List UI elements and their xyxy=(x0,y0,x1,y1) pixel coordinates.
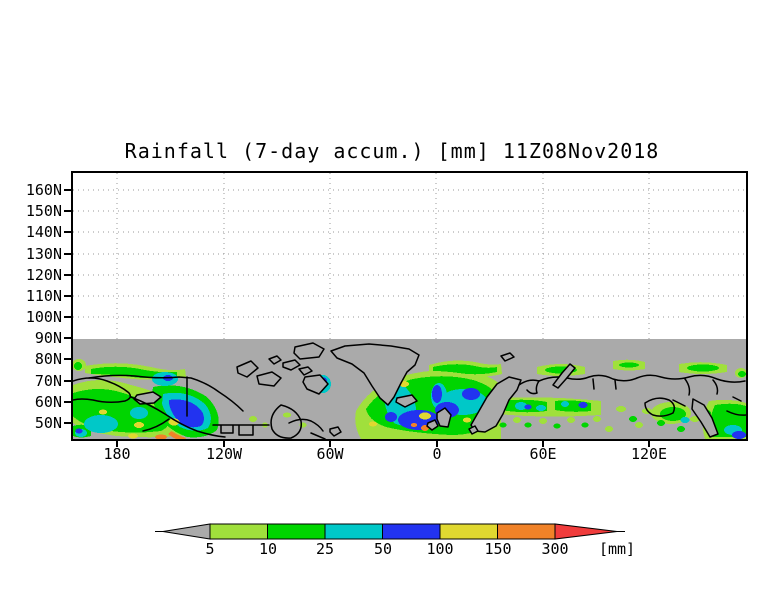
x-tick-60e xyxy=(542,441,544,447)
coast-alaska-south xyxy=(130,396,226,438)
x-tick-180 xyxy=(116,441,118,447)
y-tick-50n xyxy=(64,422,72,424)
colorbar-label-150: 150 xyxy=(484,540,512,558)
island-ireland xyxy=(426,419,439,431)
coast-ob-inlet xyxy=(592,378,595,390)
island-victoria xyxy=(256,371,282,387)
coast-greenland xyxy=(330,343,420,406)
x-label-180: 180 xyxy=(103,445,131,463)
rainfall-map xyxy=(73,173,746,439)
rainfall-patches-150-300mm xyxy=(155,423,429,439)
coast-east-siberia-2 xyxy=(712,379,719,395)
y-label-140n: 140N xyxy=(25,223,62,241)
border-us-canada xyxy=(212,424,270,436)
x-label-60w: 60W xyxy=(316,445,344,463)
colorbar-label-10: 10 xyxy=(258,540,278,558)
island-baffin xyxy=(302,374,329,395)
x-tick-120w xyxy=(223,441,225,447)
colorbar-label-25: 25 xyxy=(315,540,335,558)
coast-alaska-peninsula xyxy=(142,418,170,432)
coast-scandinavia xyxy=(470,376,522,433)
y-label-130n: 130N xyxy=(25,245,62,263)
island-newfoundland xyxy=(329,426,342,437)
island-small-arctic-1 xyxy=(268,355,282,365)
colorbar-seg-10-25 xyxy=(267,523,326,540)
colorbar-seg-25-50 xyxy=(324,523,383,540)
y-tick-150n xyxy=(64,210,72,212)
y-tick-160n xyxy=(64,189,72,191)
x-label-120w: 120W xyxy=(205,445,243,463)
y-tick-110n xyxy=(64,295,72,297)
y-tick-100n xyxy=(64,316,72,318)
colorbar-arrow-above-300 xyxy=(554,523,618,540)
coast-chukotka xyxy=(73,377,132,404)
coast-yenisei-inlet xyxy=(614,379,617,390)
y-label-160n: 160N xyxy=(25,181,62,199)
y-tick-140n xyxy=(64,231,72,233)
y-label-80n: 80N xyxy=(34,350,62,368)
y-label-110n: 110N xyxy=(25,287,62,305)
y-tick-80n xyxy=(64,358,72,360)
island-svalbard xyxy=(500,352,515,362)
island-novaya-zemlya xyxy=(552,363,576,389)
island-devon xyxy=(282,359,301,371)
coast-okhotsk xyxy=(644,397,686,417)
x-tick-0 xyxy=(436,441,438,447)
colorbar-seg-150-300 xyxy=(497,523,556,540)
coast-st-lawrence xyxy=(310,432,326,439)
y-label-60n: 60N xyxy=(34,393,62,411)
island-banks xyxy=(236,360,259,378)
coastlines xyxy=(73,342,746,439)
y-label-50n: 50N xyxy=(34,414,62,432)
coast-east-siberia-1 xyxy=(684,378,691,396)
y-tick-130n xyxy=(64,253,72,255)
colorbar-arrow-below-5 xyxy=(162,523,211,540)
colorbar xyxy=(155,523,625,540)
coast-right-edge-1 xyxy=(726,410,746,416)
x-tick-60w xyxy=(329,441,331,447)
y-tick-90n xyxy=(64,337,72,339)
y-label-100n: 100N xyxy=(25,308,62,326)
map-plot-area xyxy=(71,171,748,441)
y-label-150n: 150N xyxy=(25,202,62,220)
coast-right-edge-2 xyxy=(732,396,742,402)
x-tick-120e xyxy=(648,441,650,447)
colorbar-label-100: 100 xyxy=(426,540,454,558)
island-great-britain xyxy=(436,407,452,428)
chart-title: Rainfall (7-day accum.) [mm] 11Z08Nov201… xyxy=(124,139,660,163)
colorbar-label-5: 5 xyxy=(205,540,215,558)
colorbar-segments xyxy=(155,523,625,540)
colorbar-label-50: 50 xyxy=(373,540,393,558)
coast-russia-arctic xyxy=(538,374,746,383)
island-ellesmere xyxy=(293,342,325,360)
y-label-70n: 70N xyxy=(34,372,62,390)
colorbar-label-300: 300 xyxy=(541,540,569,558)
coast-hudson-bay xyxy=(270,404,303,439)
x-label-120e: 120E xyxy=(630,445,668,463)
coast-kamchatka xyxy=(691,398,719,438)
y-tick-70n xyxy=(64,380,72,382)
x-label-60e: 60E xyxy=(529,445,557,463)
island-small-arctic-2 xyxy=(298,366,313,376)
colorbar-unit-label: [mm] xyxy=(598,540,636,558)
coast-labrador xyxy=(288,418,324,432)
island-iceland xyxy=(395,394,418,408)
coast-denmark xyxy=(468,425,479,435)
colorbar-seg-5-10 xyxy=(209,523,268,540)
y-tick-60n xyxy=(64,401,72,403)
coast-white-sea xyxy=(518,379,540,395)
y-tick-120n xyxy=(64,274,72,276)
colorbar-seg-100-150 xyxy=(439,523,498,540)
y-label-90n: 90N xyxy=(34,329,62,347)
x-label-0: 0 xyxy=(432,445,442,463)
graticule-grid xyxy=(73,173,746,339)
coast-north-america-arctic xyxy=(88,374,244,412)
colorbar-seg-50-100 xyxy=(382,523,441,540)
y-label-120n: 120N xyxy=(25,266,62,284)
